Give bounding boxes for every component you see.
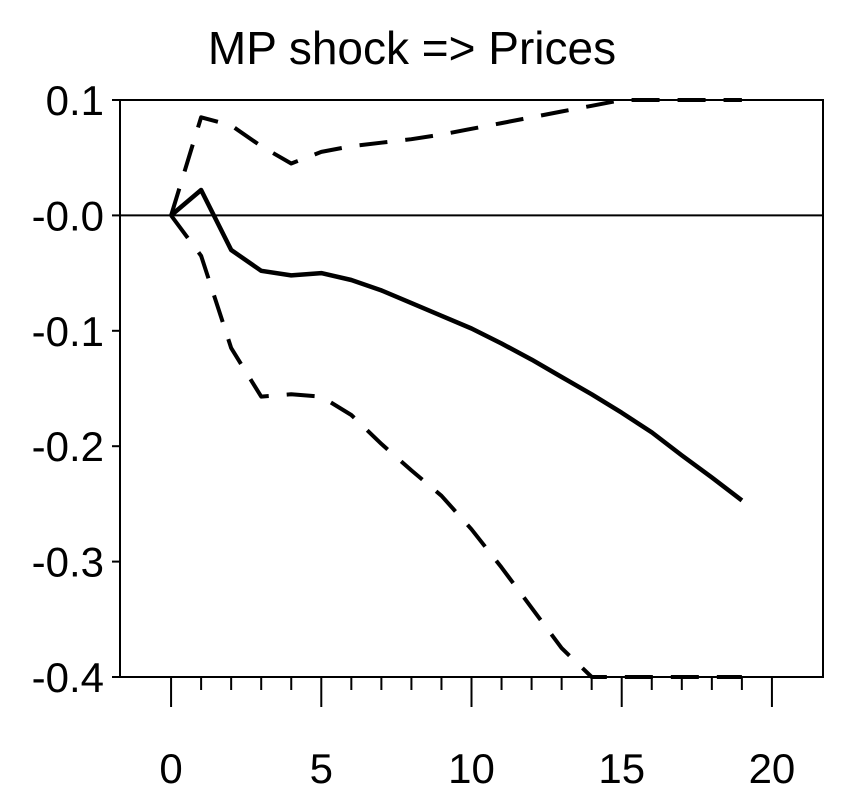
y-tick-label: 0.1 xyxy=(46,77,104,124)
y-tick-label: -0.2 xyxy=(32,423,104,470)
y-tick-label: -0.1 xyxy=(32,308,104,355)
y-tick-label: -0.4 xyxy=(32,654,104,701)
plot-frame xyxy=(119,99,824,678)
lower-band-line xyxy=(169,214,742,679)
x-tick-label: 5 xyxy=(310,745,333,792)
y-tick-label: -0.3 xyxy=(32,539,104,586)
y-axis: 0.1 -0.0 -0.1 -0.2 -0.3 -0.4 xyxy=(32,77,120,701)
point-estimate-line xyxy=(169,187,744,503)
x-tick-label: 0 xyxy=(159,745,182,792)
upper-band-line xyxy=(169,98,742,216)
series-layer xyxy=(169,98,744,679)
y-tick-label: -0.0 xyxy=(32,192,104,239)
x-tick-label: 20 xyxy=(749,745,796,792)
x-axis: 0 5 10 15 20 xyxy=(159,677,795,792)
x-tick-label: 10 xyxy=(448,745,495,792)
x-tick-label: 15 xyxy=(598,745,645,792)
chart-title: MP shock => Prices xyxy=(208,22,616,74)
